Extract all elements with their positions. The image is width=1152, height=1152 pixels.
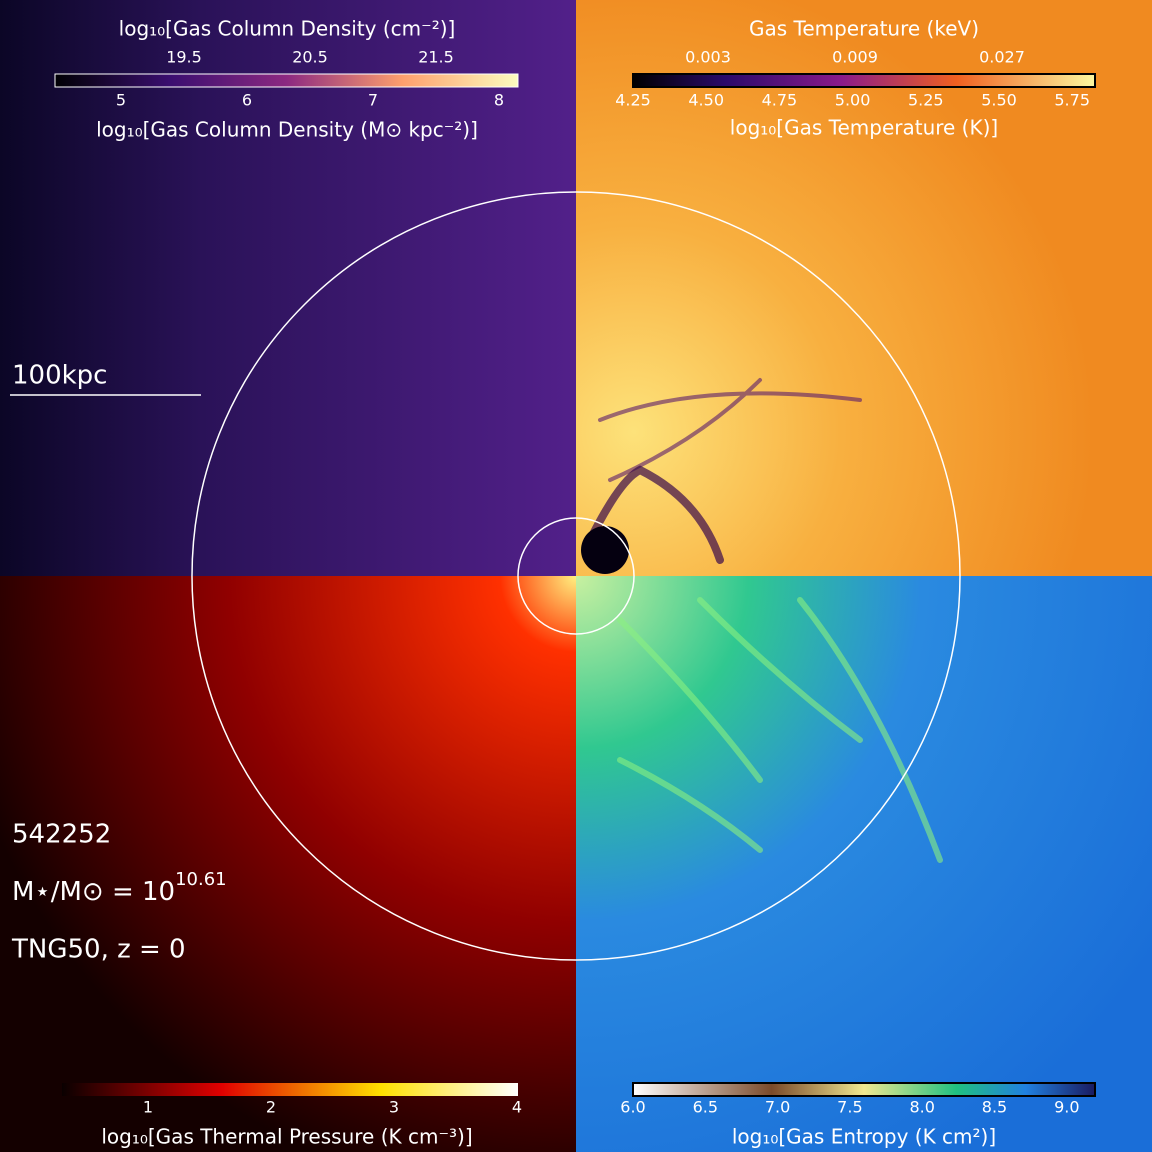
colorbar-label: log₁₀[Gas Temperature (K)] [730, 116, 998, 140]
colorbar-tick: 6 [242, 91, 252, 110]
temperature-panel [576, 0, 1152, 576]
colorbar-tick: 4.50 [688, 91, 724, 110]
colorbar-tick: 20.5 [292, 48, 328, 67]
colorbar-label: log₁₀[Gas Entropy (K cm²)] [732, 1125, 996, 1149]
colorbar-label: Gas Temperature (keV) [749, 17, 979, 41]
colorbar [632, 1082, 1096, 1097]
colorbar-tick: 5 [116, 91, 126, 110]
colorbar-tick: 5.00 [835, 91, 871, 110]
halo-id: 542252 [12, 820, 111, 850]
colorbar-tick: 0.003 [685, 48, 731, 67]
colorbar-tick: 6.0 [620, 1098, 645, 1117]
colorbar [62, 1083, 518, 1096]
colorbar-tick: 3 [389, 1098, 399, 1117]
scale-label: 100kpc [12, 361, 107, 391]
pressure-panel [0, 576, 576, 1152]
colorbar-tick: 5.25 [908, 91, 944, 110]
stellar-mass: M⋆/M⊙ = 1010.61 [12, 869, 227, 907]
colorbar-tick: 5.50 [981, 91, 1017, 110]
colorbar-tick: 1 [143, 1098, 153, 1117]
colorbar-tick: 7.5 [837, 1098, 862, 1117]
colorbar-tick: 2 [266, 1098, 276, 1117]
colorbar [632, 73, 1096, 88]
filaments [581, 378, 943, 863]
colorbar-tick: 8.5 [982, 1098, 1007, 1117]
colorbar-tick: 7.0 [765, 1098, 790, 1117]
density-panel [0, 0, 576, 576]
colorbar-tick: 9.0 [1054, 1098, 1079, 1117]
colorbar-tick: 0.027 [979, 48, 1025, 67]
colorbar-tick: 8.0 [909, 1098, 934, 1117]
colorbar-tick: 6.5 [693, 1098, 718, 1117]
colorbar-label: log₁₀[Gas Thermal Pressure (K cm⁻³)] [101, 1125, 472, 1149]
colorbar-tick: 21.5 [418, 48, 454, 67]
virial-circle [191, 191, 961, 961]
mass-text: M⋆/M⊙ = 10 [12, 877, 175, 907]
colorbar-tick: 0.009 [832, 48, 878, 67]
colorbar-label: log₁₀[Gas Column Density (M⊙ kpc⁻²)] [96, 118, 478, 142]
colorbar-tick: 4 [512, 1098, 522, 1117]
mass-exponent: 10.61 [175, 869, 227, 890]
inner-circle [517, 517, 635, 635]
colorbar-tick: 7 [368, 91, 378, 110]
colorbar [54, 73, 519, 88]
colorbar-tick: 5.75 [1054, 91, 1090, 110]
colorbar-tick: 4.25 [615, 91, 651, 110]
colorbar-tick: 19.5 [166, 48, 202, 67]
colorbar-tick: 4.75 [762, 91, 798, 110]
colorbar-tick: 8 [494, 91, 504, 110]
simulation: TNG50, z = 0 [11, 935, 186, 965]
colorbar-label: log₁₀[Gas Column Density (cm⁻²)] [119, 17, 456, 41]
